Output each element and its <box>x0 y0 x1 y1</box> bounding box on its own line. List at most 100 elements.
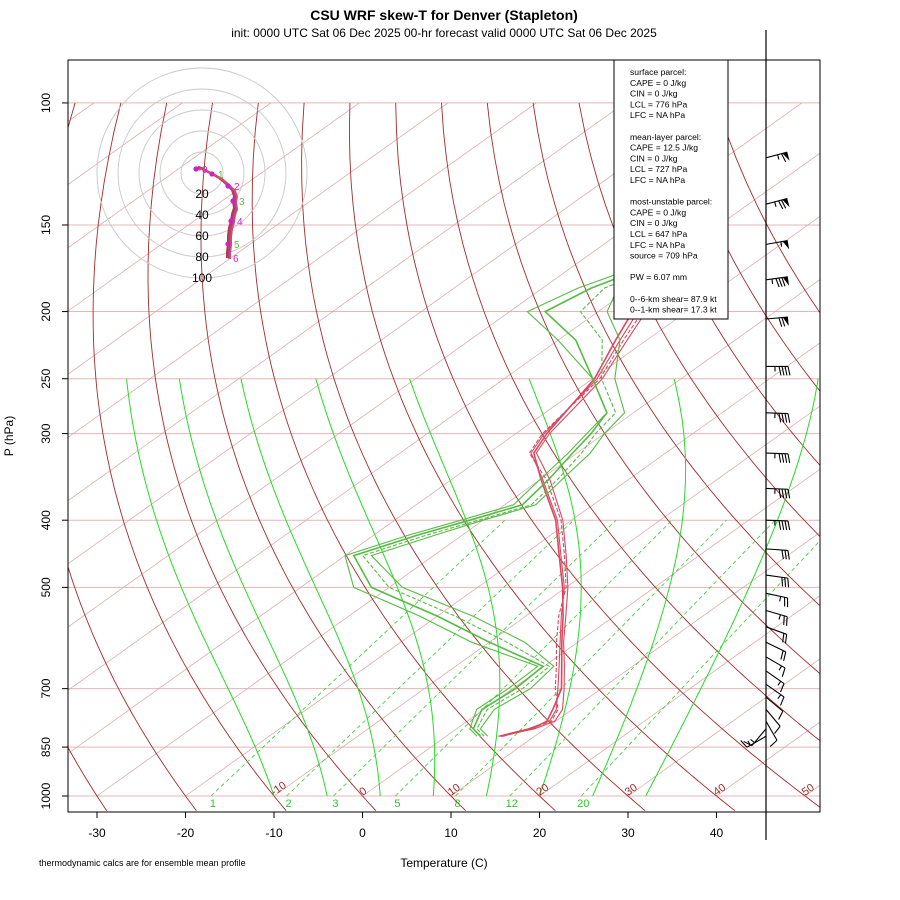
stats-line: LCL = 647 hPa <box>630 229 687 239</box>
stats-box: surface parcel: CAPE = 0 J/kg CIN = 0 J/kg… <box>613 59 729 320</box>
wind-barb <box>765 452 791 463</box>
wind-barb-feather <box>781 577 784 587</box>
wind-barb-feather <box>781 549 784 560</box>
wind-barb-feather <box>787 366 791 376</box>
stats-line: CAPE = 0 J/kg <box>630 78 686 88</box>
mixing-ratio-label: 5 <box>394 798 400 810</box>
dry-adiabat-line <box>715 102 820 314</box>
isotherm-line <box>450 531 820 797</box>
wind-barb <box>766 365 791 376</box>
hodograph-marker <box>228 218 234 224</box>
plot-frame <box>67 59 821 813</box>
x-tick-label: 0 <box>359 826 366 840</box>
moist-adiabat-line <box>409 378 501 797</box>
hodograph-marker <box>209 171 215 177</box>
wind-barbs <box>740 151 791 748</box>
wind-barb-feather <box>778 488 782 499</box>
wind-barb-feather <box>784 366 788 376</box>
wind-barb-feather <box>787 520 791 531</box>
wind-barb-feather <box>769 739 778 747</box>
wind-barb-shaft <box>765 240 788 245</box>
stats-line: mean-layer parcel: <box>630 132 701 142</box>
wind-barb-feather <box>784 413 788 423</box>
wind-barb-shaft <box>765 609 788 618</box>
wind-barb-feather <box>787 413 791 423</box>
wind-barb-feather <box>781 453 785 463</box>
hodograph-height-label: 0 <box>202 165 208 176</box>
wind-barb <box>765 574 790 588</box>
wind-barb-feather <box>781 413 785 423</box>
wind-barb-feather <box>783 615 785 626</box>
wind-barb-feather <box>784 550 787 560</box>
x-tick-label: 30 <box>621 826 635 840</box>
y-tick-label: 150 <box>39 215 53 235</box>
wind-barb-feather <box>780 199 787 209</box>
hodograph-ring-label: 40 <box>195 208 209 222</box>
y-tick-label: 850 <box>39 737 53 757</box>
wind-barb-flag <box>782 198 790 208</box>
mixing-ratio-label: 20 <box>577 798 589 810</box>
moist-adiabat-line <box>178 378 328 797</box>
wind-barb-feather <box>787 578 790 588</box>
mixing-ratio-line <box>286 519 574 797</box>
wind-barb-feather <box>778 277 783 287</box>
wind-barb-feather <box>784 489 788 499</box>
wind-barb-feather <box>783 651 787 661</box>
wind-barb-half-feather <box>777 154 780 160</box>
wind-barb <box>765 696 784 720</box>
y-tick-label: 500 <box>39 577 53 597</box>
moist-adiabat-line <box>592 378 687 797</box>
stats-line: 0--1-km shear= 17.3 kt <box>630 305 717 315</box>
hodograph-height-label: 2 <box>234 182 240 193</box>
mixing-ratio-label: 1 <box>210 798 216 810</box>
y-tick-label: 400 <box>39 510 53 530</box>
background-lines <box>68 102 820 812</box>
y-tick-label: 250 <box>39 368 53 388</box>
wind-barb-feather <box>780 650 784 660</box>
isotherm-line <box>539 595 820 797</box>
mixing-ratio-line <box>455 519 727 797</box>
wind-barb <box>765 240 790 250</box>
dry-adiabat-line <box>68 746 108 811</box>
wind-barb-half-feather <box>779 596 782 602</box>
hodograph-ring-label: 20 <box>195 187 209 201</box>
stats-line <box>630 186 632 196</box>
dry-adiabat-line <box>624 102 820 466</box>
moist-adiabat-line <box>645 378 819 797</box>
hodograph-ring-label: 80 <box>195 250 209 264</box>
hodograph-height-label: 3 <box>239 197 245 208</box>
stats-line: CAPE = 0 J/kg <box>630 207 686 217</box>
hodograph-marker <box>225 241 231 247</box>
hodograph-height-label: 5 <box>234 240 240 251</box>
isotherm-line <box>627 658 820 797</box>
wind-barb-feather <box>787 489 791 499</box>
wind-barb-shaft <box>765 487 789 490</box>
wind-barb-shaft <box>765 548 788 551</box>
wind-barb <box>740 735 767 748</box>
stats-line: CIN = 0 J/kg <box>630 89 678 99</box>
x-tick-label: -30 <box>88 826 106 840</box>
stats-line: CIN = 0 J/kg <box>630 218 678 228</box>
mixing-ratio-label: 2 <box>285 798 291 810</box>
wind-barb <box>765 626 788 644</box>
dewpoint-trace <box>361 262 667 737</box>
wind-barb-feather <box>781 277 786 287</box>
wind-barb-half-feather <box>771 278 774 285</box>
wind-barb-feather <box>784 577 787 587</box>
stats-line: PW = 6.07 mm <box>630 272 687 282</box>
mixing-ratio-label: 8 <box>454 798 460 810</box>
dewpoint-trace <box>370 262 676 737</box>
wind-barb-feather <box>781 366 785 376</box>
isotherm-line <box>68 152 820 691</box>
isotherm-line <box>68 102 183 186</box>
wind-barb-half-feather <box>778 665 783 671</box>
footnote: thermodynamic calcs are for ensemble mea… <box>39 858 246 868</box>
hodograph-marker <box>225 183 231 189</box>
wind-barb-flag <box>782 276 790 286</box>
wind-barb-feather <box>787 453 791 463</box>
wind-barb-feather <box>778 520 782 530</box>
wind-barb-shaft <box>765 720 778 741</box>
wind-barb-shaft <box>765 670 785 684</box>
wind-barb-feather <box>779 683 785 693</box>
